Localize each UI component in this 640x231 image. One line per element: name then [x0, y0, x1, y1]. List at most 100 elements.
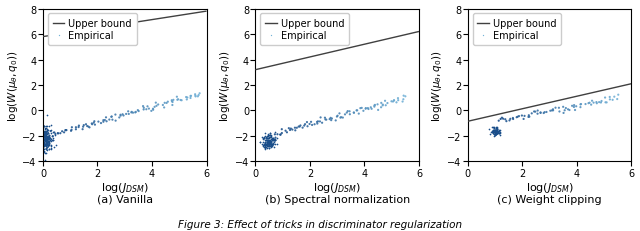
Point: [264, 146, 275, 150]
Point: [40, 138, 51, 142]
Point: [492, 128, 502, 131]
Point: [264, 143, 274, 146]
Point: [39, 130, 49, 134]
Point: [313, 120, 323, 124]
Point: [489, 132, 499, 136]
Point: [488, 130, 498, 134]
Point: [262, 137, 272, 141]
Point: [40, 138, 51, 142]
Point: [493, 131, 504, 135]
Point: [382, 102, 392, 106]
Point: [40, 134, 51, 138]
Point: [260, 140, 270, 144]
Point: [492, 127, 502, 131]
Point: [264, 140, 275, 144]
Point: [263, 140, 273, 144]
Point: [41, 135, 51, 139]
Point: [358, 109, 369, 113]
Point: [139, 106, 149, 110]
Point: [98, 119, 108, 122]
Point: [264, 143, 274, 147]
Point: [511, 116, 522, 120]
Point: [514, 115, 524, 119]
Point: [295, 124, 305, 128]
Point: [39, 142, 49, 146]
Point: [265, 134, 275, 138]
Point: [45, 146, 56, 150]
Point: [40, 132, 50, 136]
Point: [321, 118, 332, 122]
Point: [132, 109, 143, 112]
Point: [257, 143, 268, 147]
Point: [262, 136, 272, 140]
Point: [108, 118, 118, 122]
Point: [262, 138, 273, 142]
Point: [39, 149, 49, 153]
Point: [42, 137, 52, 141]
Point: [138, 105, 148, 109]
Point: [44, 140, 54, 143]
Point: [584, 101, 595, 105]
Point: [118, 113, 128, 117]
Point: [40, 138, 50, 142]
Point: [259, 144, 269, 148]
Point: [42, 146, 52, 150]
Point: [52, 132, 63, 135]
Point: [302, 121, 312, 125]
Point: [42, 143, 52, 146]
Point: [114, 116, 124, 120]
Point: [269, 138, 279, 142]
Point: [41, 142, 51, 146]
Point: [563, 108, 573, 112]
Point: [134, 110, 144, 113]
Point: [263, 143, 273, 146]
Point: [38, 140, 49, 144]
Point: [260, 135, 271, 139]
Point: [44, 133, 54, 137]
Point: [587, 99, 597, 103]
Point: [260, 143, 271, 146]
Point: [493, 128, 504, 132]
Point: [492, 132, 502, 135]
Point: [264, 135, 274, 139]
Point: [269, 137, 279, 141]
Point: [67, 128, 77, 132]
Point: [42, 138, 52, 142]
Point: [367, 107, 377, 111]
Point: [261, 140, 271, 144]
Point: [265, 142, 275, 145]
Point: [263, 132, 273, 136]
Point: [268, 143, 278, 146]
Point: [148, 108, 158, 112]
Point: [361, 107, 371, 110]
Point: [315, 120, 325, 124]
Point: [389, 99, 399, 103]
Point: [369, 104, 380, 108]
Point: [493, 130, 504, 134]
Point: [38, 125, 49, 128]
Point: [46, 128, 56, 132]
Point: [44, 135, 54, 139]
Point: [177, 99, 187, 103]
Point: [492, 128, 502, 131]
Point: [490, 133, 500, 137]
Point: [38, 142, 49, 146]
Point: [87, 123, 97, 127]
Point: [46, 147, 56, 151]
Point: [490, 133, 500, 137]
Point: [45, 139, 55, 143]
Point: [182, 96, 193, 100]
Point: [575, 106, 586, 109]
Point: [266, 146, 276, 150]
Point: [508, 118, 518, 121]
Point: [159, 106, 169, 110]
Point: [43, 143, 53, 147]
Point: [265, 143, 275, 146]
Point: [44, 137, 54, 141]
Point: [38, 140, 49, 144]
Point: [262, 135, 273, 139]
Point: [38, 143, 49, 147]
Point: [607, 99, 618, 102]
Point: [166, 99, 177, 103]
Point: [40, 135, 50, 139]
